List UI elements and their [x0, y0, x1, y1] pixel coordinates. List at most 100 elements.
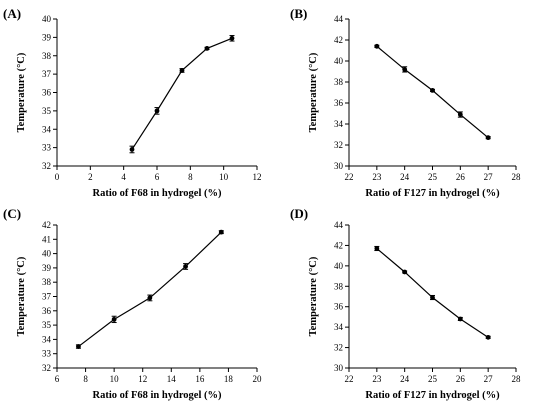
x-tick-label: 26 — [456, 374, 466, 384]
series-line — [78, 231, 222, 348]
y-tick-label: 44 — [334, 220, 344, 230]
x-tick-label: 27 — [484, 374, 494, 384]
y-tick-label: 40 — [334, 56, 344, 66]
x-tick-label: 2 — [88, 172, 93, 182]
data-point — [485, 334, 491, 340]
y-tick-label: 36 — [334, 98, 344, 108]
x-tick-label: 28 — [512, 374, 522, 384]
x-tick-label: 14 — [167, 374, 177, 384]
data-point — [179, 68, 185, 73]
y-tick-label: 38 — [334, 281, 344, 291]
x-tick-label: 16 — [195, 374, 205, 384]
x-tick-label: 18 — [224, 374, 234, 384]
x-tick-label: 26 — [456, 172, 466, 182]
y-tick-label: 42 — [334, 240, 343, 250]
data-point — [147, 295, 153, 301]
y-tick-label: 42 — [334, 35, 343, 45]
y-tick-label: 36 — [42, 306, 52, 316]
x-tick-label: 24 — [400, 374, 410, 384]
y-tick-label: 35 — [42, 320, 52, 330]
x-tick-label: 20 — [253, 374, 263, 384]
y-tick-label: 30 — [334, 161, 344, 171]
panel-label: (A) — [3, 6, 21, 21]
data-point — [485, 135, 491, 141]
y-axis-title: Temperature (°C) — [16, 52, 27, 132]
x-tick-label: 24 — [400, 172, 410, 182]
y-tick-label: 42 — [42, 220, 51, 230]
data-point — [229, 35, 235, 41]
x-tick-label: 22 — [345, 172, 354, 182]
y-axis-title: Temperature (°C) — [308, 52, 319, 132]
panel-2: (B) 22 23 24 25 26 27 28 30 32 34 36 38 40 42 44 Ratio o… — [290, 6, 521, 199]
data-point — [374, 43, 380, 49]
y-tick-label: 40 — [42, 14, 52, 24]
data-point — [457, 112, 463, 117]
x-tick-label: 12 — [253, 172, 262, 182]
x-axis-title: Ratio of F68 in hydrogel (%) — [92, 390, 222, 401]
x-tick-label: 6 — [55, 374, 60, 384]
panel-4: (D) 22 23 24 25 26 27 28 30 32 34 36 38 40 42 44 Ratio o… — [290, 206, 521, 401]
y-tick-label: 39 — [42, 32, 52, 42]
data-point — [76, 344, 81, 349]
panel-label: (B) — [290, 6, 307, 21]
y-tick-label: 32 — [334, 140, 343, 150]
y-tick-label: 37 — [42, 69, 52, 79]
y-axis-title: Temperature (°C) — [308, 256, 319, 336]
y-tick-label: 40 — [42, 249, 52, 259]
x-tick-label: 10 — [110, 374, 120, 384]
x-axis-title: Ratio of F127 in hydrogel (%) — [365, 188, 500, 199]
x-tick-label: 22 — [345, 374, 354, 384]
panel-1: (A) 0 2 4 6 8 10 12 32 33 34 35 36 37 38 39 40 Ratio of F… — [3, 6, 262, 199]
x-tick-label: 25 — [428, 172, 438, 182]
data-point — [183, 264, 188, 269]
y-axis-title: Temperature (°C) — [16, 256, 27, 336]
y-tick-label: 34 — [334, 322, 344, 332]
data-point — [111, 316, 117, 322]
y-tick-label: 38 — [334, 77, 344, 87]
series-line — [376, 248, 489, 338]
series-line — [131, 37, 233, 150]
data-point — [402, 67, 408, 72]
y-tick-label: 33 — [42, 143, 52, 153]
y-tick-label: 35 — [42, 106, 52, 116]
y-tick-label: 34 — [42, 334, 52, 344]
y-tick-label: 34 — [334, 119, 344, 129]
data-point — [430, 88, 435, 93]
x-tick-label: 8 — [83, 374, 88, 384]
data-point — [154, 108, 160, 114]
x-tick-label: 12 — [138, 374, 147, 384]
y-tick-label: 41 — [42, 234, 51, 244]
y-tick-label: 36 — [42, 88, 52, 98]
y-tick-label: 37 — [42, 292, 52, 302]
x-tick-label: 27 — [484, 172, 494, 182]
y-tick-label: 38 — [42, 277, 52, 287]
data-point — [204, 46, 210, 51]
y-tick-label: 32 — [334, 343, 343, 353]
panel-label: (D) — [290, 206, 308, 221]
x-tick-label: 6 — [155, 172, 160, 182]
panel-3: (C) 6 8 10 12 14 16 18 20 32 33 34 35 36 37 38 39 40 41 42 R… — [3, 206, 262, 401]
x-tick-label: 23 — [372, 172, 382, 182]
y-tick-label: 32 — [42, 161, 51, 171]
data-point — [218, 229, 224, 235]
y-tick-label: 44 — [334, 14, 344, 24]
y-tick-label: 40 — [334, 261, 344, 271]
y-tick-label: 32 — [42, 363, 51, 373]
data-point — [402, 269, 408, 275]
panel-label: (C) — [3, 206, 21, 221]
y-tick-label: 39 — [42, 263, 52, 273]
x-tick-label: 8 — [188, 172, 193, 182]
x-tick-label: 10 — [219, 172, 229, 182]
y-tick-label: 30 — [334, 363, 344, 373]
data-point — [129, 147, 135, 152]
x-tick-label: 28 — [512, 172, 522, 182]
data-point — [430, 295, 435, 300]
x-tick-label: 0 — [55, 172, 60, 182]
y-tick-label: 33 — [42, 349, 52, 359]
x-tick-label: 23 — [372, 374, 382, 384]
data-point — [374, 246, 380, 251]
x-axis-title: Ratio of F127 in hydrogel (%) — [365, 390, 500, 401]
y-tick-label: 36 — [334, 302, 344, 312]
y-tick-label: 34 — [42, 124, 52, 134]
